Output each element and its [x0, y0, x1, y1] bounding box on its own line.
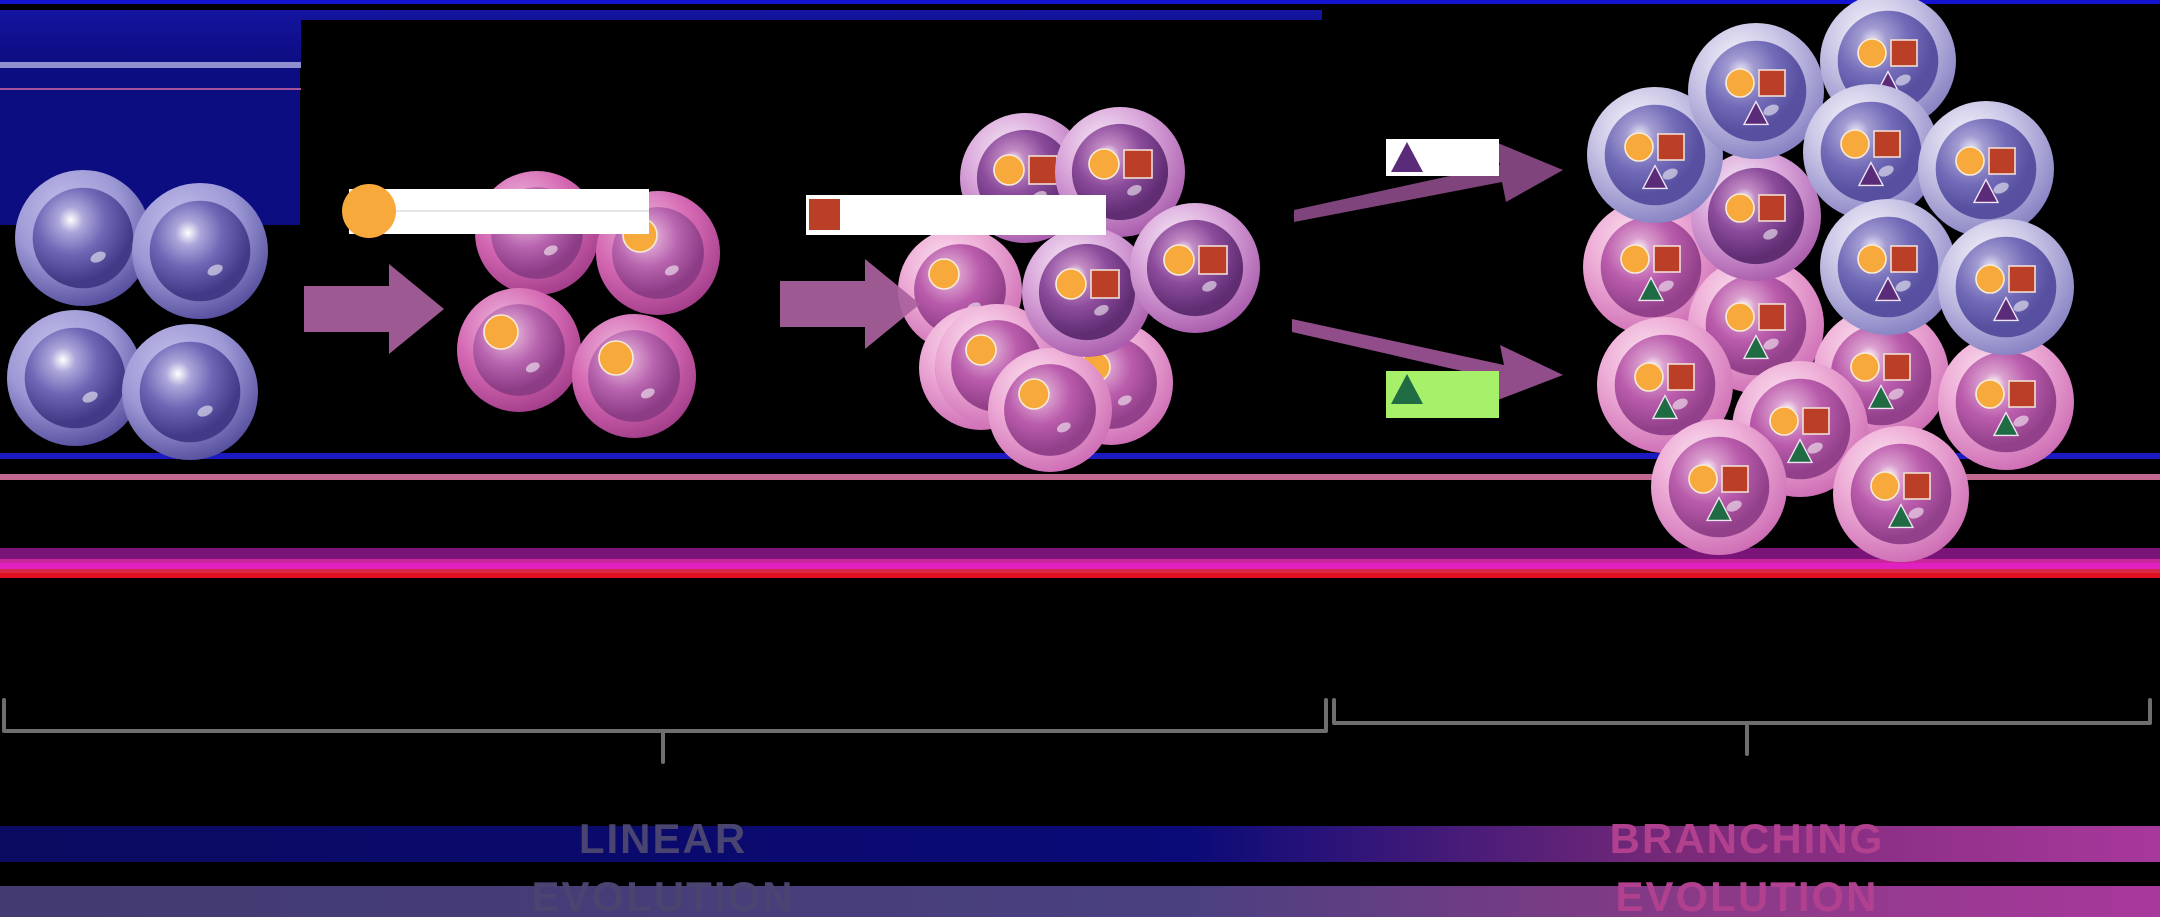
svg-text:EVOLUTION: EVOLUTION: [531, 873, 794, 917]
svg-text:EVOLUTION: EVOLUTION: [1615, 873, 1878, 917]
svg-text:BRANCHING: BRANCHING: [1610, 815, 1885, 862]
svg-text:LINEAR: LINEAR: [579, 815, 747, 862]
